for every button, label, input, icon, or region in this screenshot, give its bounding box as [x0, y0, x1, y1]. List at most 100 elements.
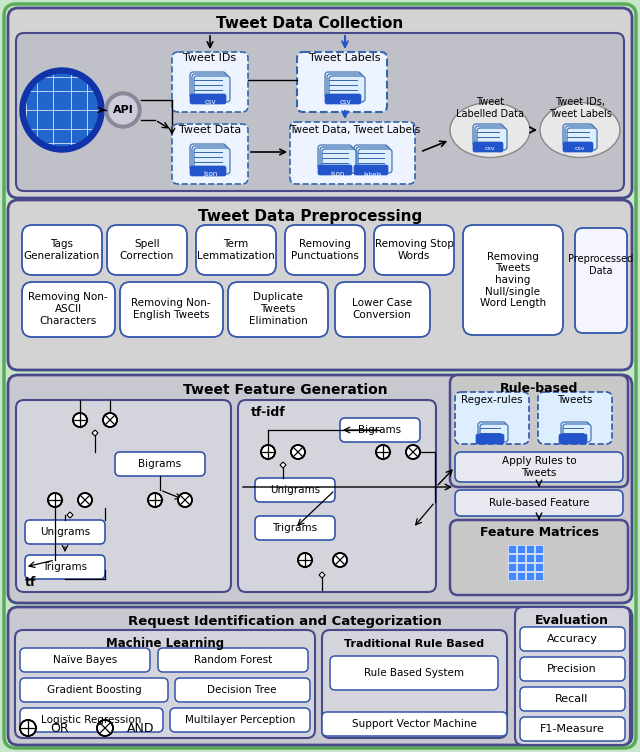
Text: Support Vector Machine: Support Vector Machine: [351, 719, 476, 729]
FancyBboxPatch shape: [115, 452, 205, 476]
Text: csv: csv: [575, 145, 585, 150]
FancyBboxPatch shape: [354, 165, 388, 175]
FancyBboxPatch shape: [325, 94, 361, 104]
FancyBboxPatch shape: [520, 687, 625, 711]
FancyBboxPatch shape: [567, 128, 597, 150]
FancyBboxPatch shape: [192, 74, 228, 100]
FancyBboxPatch shape: [20, 678, 168, 702]
Text: json: json: [330, 171, 344, 177]
Text: F1-Measure: F1-Measure: [540, 724, 604, 734]
Text: Logistic Regression: Logistic Regression: [41, 715, 141, 725]
FancyBboxPatch shape: [190, 144, 226, 170]
Text: Tweet IDs: Tweet IDs: [184, 53, 237, 63]
Text: Term
Lemmatization: Term Lemmatization: [197, 239, 275, 261]
Text: Removing Stop
Words: Removing Stop Words: [374, 239, 453, 261]
Text: csv: csv: [339, 99, 351, 105]
FancyBboxPatch shape: [335, 282, 430, 337]
Text: Tweet Data: Tweet Data: [179, 125, 241, 135]
FancyBboxPatch shape: [318, 165, 352, 175]
FancyBboxPatch shape: [478, 422, 506, 440]
FancyBboxPatch shape: [473, 124, 503, 146]
Text: Accuracy: Accuracy: [547, 634, 598, 644]
Text: Traditional Rule Based: Traditional Rule Based: [344, 639, 484, 649]
FancyBboxPatch shape: [290, 122, 415, 184]
Bar: [517, 545, 525, 553]
Text: Apply Rules to
Tweets: Apply Rules to Tweets: [502, 456, 576, 478]
Circle shape: [261, 445, 275, 459]
Text: Trigrams: Trigrams: [42, 562, 88, 572]
Circle shape: [178, 493, 192, 507]
Circle shape: [148, 493, 162, 507]
Text: tf-idf: tf-idf: [251, 407, 285, 420]
Text: Unigrams: Unigrams: [270, 485, 320, 495]
Bar: [535, 545, 543, 553]
FancyBboxPatch shape: [192, 146, 228, 172]
Text: json: json: [203, 171, 217, 177]
Text: Evaluation: Evaluation: [535, 614, 609, 626]
FancyBboxPatch shape: [16, 33, 624, 191]
Text: API: API: [113, 105, 133, 115]
FancyBboxPatch shape: [520, 627, 625, 651]
FancyBboxPatch shape: [194, 76, 230, 102]
FancyBboxPatch shape: [172, 52, 248, 112]
Text: Tweet Data Collection: Tweet Data Collection: [216, 17, 404, 32]
Bar: [517, 554, 525, 562]
Circle shape: [406, 445, 420, 459]
FancyBboxPatch shape: [538, 392, 612, 444]
FancyBboxPatch shape: [107, 225, 187, 275]
FancyBboxPatch shape: [455, 452, 623, 482]
Bar: [508, 554, 516, 562]
Text: labels: labels: [364, 171, 382, 177]
FancyBboxPatch shape: [190, 166, 226, 176]
FancyBboxPatch shape: [190, 94, 226, 104]
Text: Removing Non-
ASCII
Characters: Removing Non- ASCII Characters: [28, 293, 108, 326]
Text: Removing Non-
English Tweets: Removing Non- English Tweets: [131, 299, 211, 320]
Circle shape: [291, 445, 305, 459]
Bar: [526, 554, 534, 562]
Circle shape: [48, 493, 62, 507]
FancyBboxPatch shape: [322, 149, 356, 173]
FancyBboxPatch shape: [520, 717, 625, 741]
Polygon shape: [319, 572, 325, 578]
Text: tf: tf: [26, 575, 36, 589]
FancyBboxPatch shape: [297, 52, 387, 112]
Polygon shape: [92, 430, 98, 436]
FancyBboxPatch shape: [228, 282, 328, 337]
Text: Feature Matrices: Feature Matrices: [479, 526, 598, 539]
Ellipse shape: [450, 102, 530, 157]
FancyBboxPatch shape: [325, 72, 361, 98]
FancyBboxPatch shape: [463, 225, 563, 335]
FancyBboxPatch shape: [476, 434, 504, 444]
FancyBboxPatch shape: [255, 478, 335, 502]
FancyBboxPatch shape: [120, 282, 223, 337]
FancyBboxPatch shape: [22, 225, 102, 275]
Text: csv: csv: [204, 99, 216, 105]
Circle shape: [24, 72, 100, 148]
Bar: [508, 545, 516, 553]
FancyBboxPatch shape: [8, 607, 632, 745]
FancyBboxPatch shape: [450, 375, 628, 487]
FancyBboxPatch shape: [559, 434, 587, 444]
Bar: [517, 572, 525, 580]
FancyBboxPatch shape: [170, 708, 310, 732]
FancyBboxPatch shape: [322, 630, 507, 738]
FancyBboxPatch shape: [340, 418, 420, 442]
Text: Regex-rules: Regex-rules: [461, 395, 523, 405]
Text: Unigrams: Unigrams: [40, 527, 90, 537]
FancyBboxPatch shape: [480, 424, 508, 442]
Text: Request Identification and Categorization: Request Identification and Categorizatio…: [128, 615, 442, 629]
FancyBboxPatch shape: [25, 555, 105, 579]
FancyBboxPatch shape: [358, 149, 392, 173]
Circle shape: [109, 96, 137, 124]
Bar: [508, 572, 516, 580]
FancyBboxPatch shape: [356, 147, 390, 171]
FancyBboxPatch shape: [561, 422, 589, 440]
FancyBboxPatch shape: [20, 708, 163, 732]
FancyBboxPatch shape: [477, 128, 507, 150]
Text: Multilayer Perception: Multilayer Perception: [185, 715, 295, 725]
Text: Removing
Tweets
having
Null/single
Word Length: Removing Tweets having Null/single Word …: [480, 252, 546, 308]
Bar: [535, 572, 543, 580]
FancyBboxPatch shape: [255, 516, 335, 540]
FancyBboxPatch shape: [473, 142, 503, 152]
FancyBboxPatch shape: [15, 630, 315, 738]
